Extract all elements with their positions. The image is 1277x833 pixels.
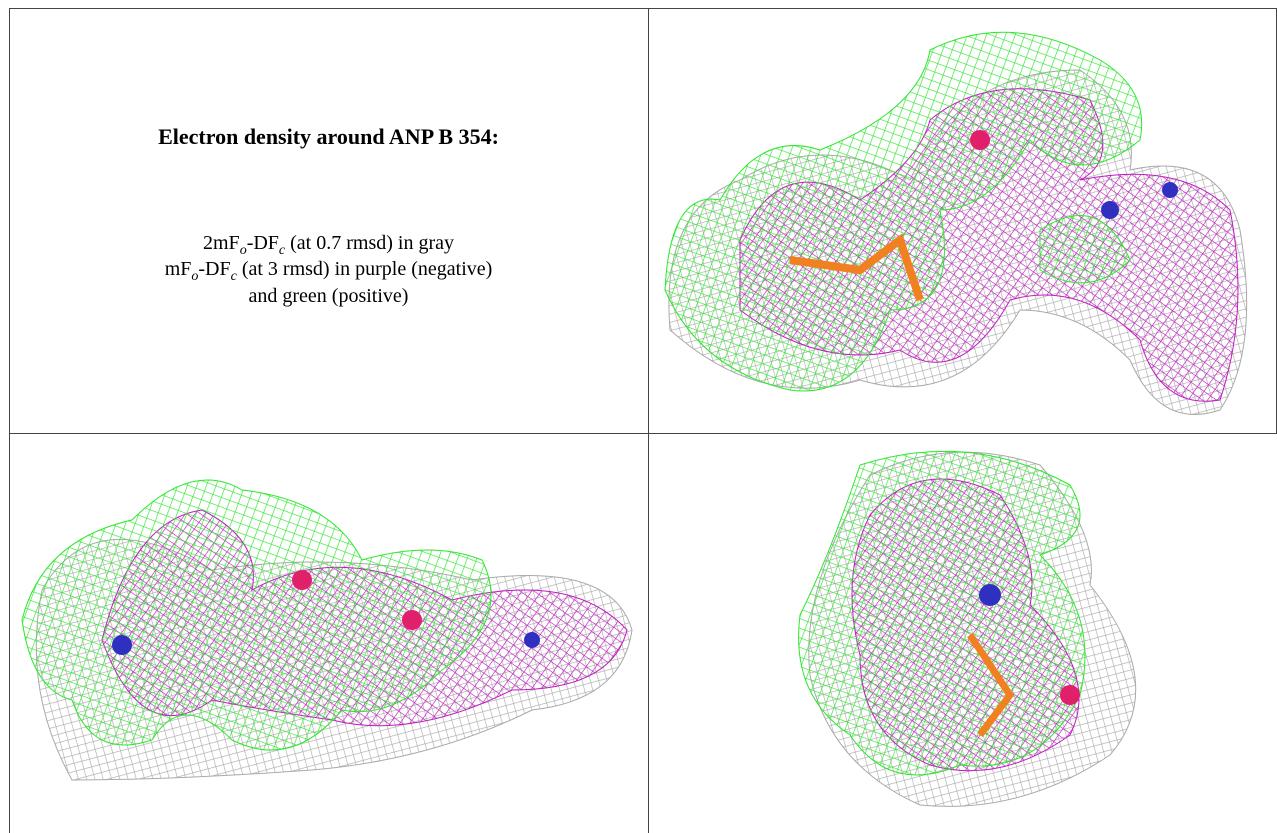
atom xyxy=(1162,182,1178,198)
table-border xyxy=(648,8,649,833)
density-image xyxy=(798,450,1137,807)
text: and green (positive) xyxy=(248,285,409,307)
atom xyxy=(979,584,1001,606)
text: -DF xyxy=(246,232,279,254)
subscript: o xyxy=(191,269,199,284)
table-border xyxy=(9,8,10,833)
atom xyxy=(1060,685,1080,705)
atom xyxy=(112,635,132,655)
legend-line: and green (positive) xyxy=(9,285,648,308)
mesh-green xyxy=(798,450,1086,776)
subscript: o xyxy=(239,243,247,258)
subscript: c xyxy=(278,243,286,258)
legend-line: 2mFo-DFc (at 0.7 rmsd) in gray xyxy=(9,232,648,259)
mesh-green xyxy=(1039,215,1131,284)
bond xyxy=(789,233,924,302)
text: (at 0.7 rmsd) in gray xyxy=(285,232,454,254)
density-image xyxy=(21,479,633,781)
subscript: c xyxy=(230,269,237,284)
atom xyxy=(292,570,312,590)
atom xyxy=(402,610,422,630)
bond xyxy=(967,633,1015,738)
table-border xyxy=(9,433,1277,434)
text: 2mF xyxy=(203,232,240,254)
atom xyxy=(970,130,990,150)
atom xyxy=(1101,201,1119,219)
mesh-green xyxy=(664,31,1143,392)
atom xyxy=(524,632,540,648)
text: mF xyxy=(164,258,192,280)
table-border xyxy=(9,8,1277,9)
text: -DF xyxy=(198,258,231,280)
text: (at 3 rmsd) in purple (negative) xyxy=(236,258,493,280)
title: Electron density around ANP B 354: xyxy=(158,124,499,149)
density-image xyxy=(664,31,1248,415)
mesh-green xyxy=(21,479,492,751)
legend-line: mFo-DFc (at 3 rmsd) in purple (negative) xyxy=(9,258,648,285)
